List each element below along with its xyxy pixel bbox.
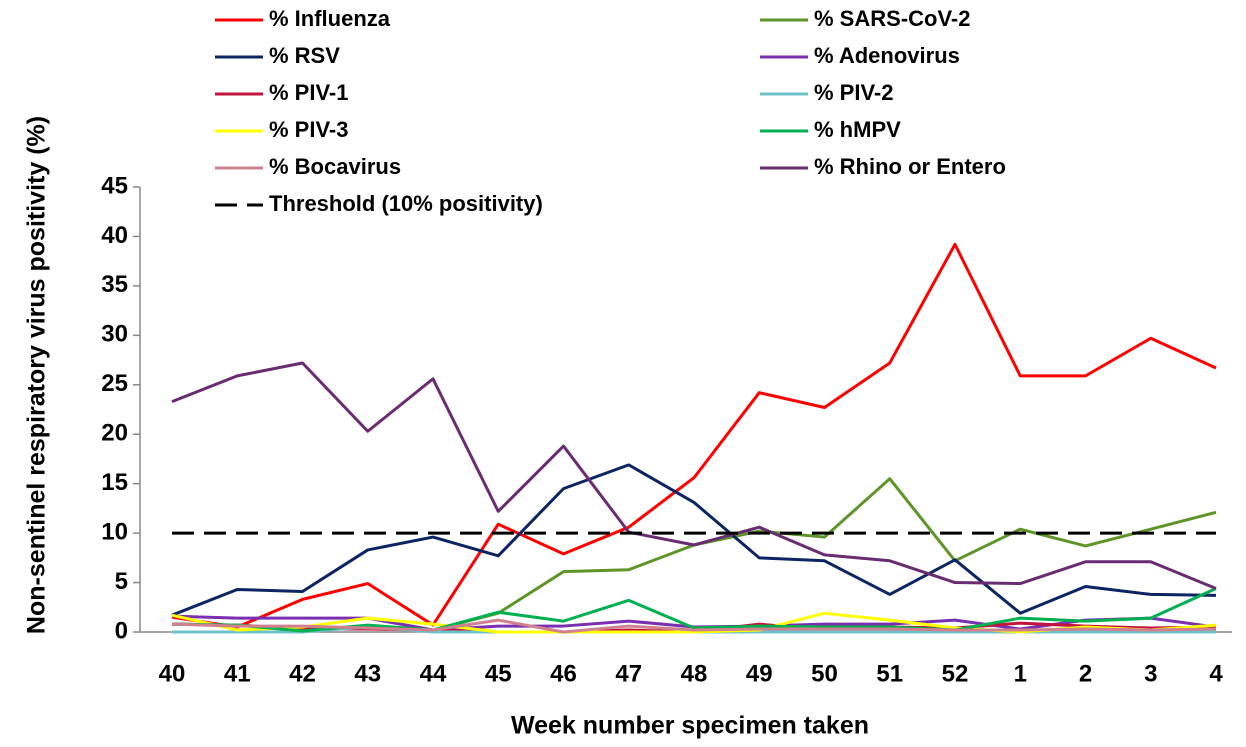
series-line (171, 618, 1217, 634)
y-tick-label: 45 (101, 172, 128, 199)
x-tick-label: 44 (420, 660, 447, 687)
x-tick-label: 50 (811, 660, 838, 687)
y-tick-label: 5 (115, 568, 128, 595)
legend-label: % Influenza (269, 6, 391, 31)
y-tick-label: 10 (101, 518, 128, 545)
legend-label: % Rhino or Entero (814, 154, 1006, 179)
series-line (171, 361, 1217, 590)
x-tick-label: 43 (354, 660, 381, 687)
x-axis-title: Week number specimen taken (511, 712, 869, 740)
legend-label: % PIV-1 (269, 80, 348, 105)
x-tick-label: 48 (681, 660, 708, 687)
legend-label: % PIV-2 (814, 80, 893, 105)
x-tick-label: 46 (550, 660, 577, 687)
x-tick-label: 47 (615, 660, 642, 687)
x-tick-label: 1 (1014, 660, 1027, 687)
x-tick-label: 2 (1079, 660, 1092, 687)
legend-label: % PIV-3 (269, 117, 348, 142)
y-tick-label: 20 (101, 420, 128, 447)
legend-label: % SARS-CoV-2 (814, 6, 970, 31)
x-tick-label: 3 (1144, 660, 1157, 687)
series-line (171, 463, 1217, 617)
legend-label: Threshold (10% positivity) (269, 191, 543, 216)
x-tick-label: 51 (876, 660, 903, 687)
y-tick-label: 40 (101, 222, 128, 249)
legend-label: % hMPV (814, 117, 901, 142)
y-tick-label: 0 (115, 617, 128, 644)
legend-label: % RSV (269, 43, 340, 68)
legend-label: % Bocavirus (269, 154, 401, 179)
y-axis-title: Non-sentinel respiratory virus positivit… (23, 116, 51, 634)
x-tick-label: 41 (224, 660, 251, 687)
x-tick-label: 45 (485, 660, 512, 687)
x-tick-label: 49 (746, 660, 773, 687)
x-tick-label: 40 (159, 660, 186, 687)
y-tick-label: 15 (101, 469, 128, 496)
legend-label: % Adenovirus (814, 43, 960, 68)
x-tick-label: 42 (289, 660, 316, 687)
x-tick-label: 52 (942, 660, 969, 687)
y-tick-label: 25 (101, 370, 128, 397)
y-tick-label: 30 (101, 321, 128, 348)
y-tick-label: 35 (101, 271, 128, 298)
series-line (171, 242, 1217, 629)
x-tick-label: 4 (1209, 660, 1223, 687)
